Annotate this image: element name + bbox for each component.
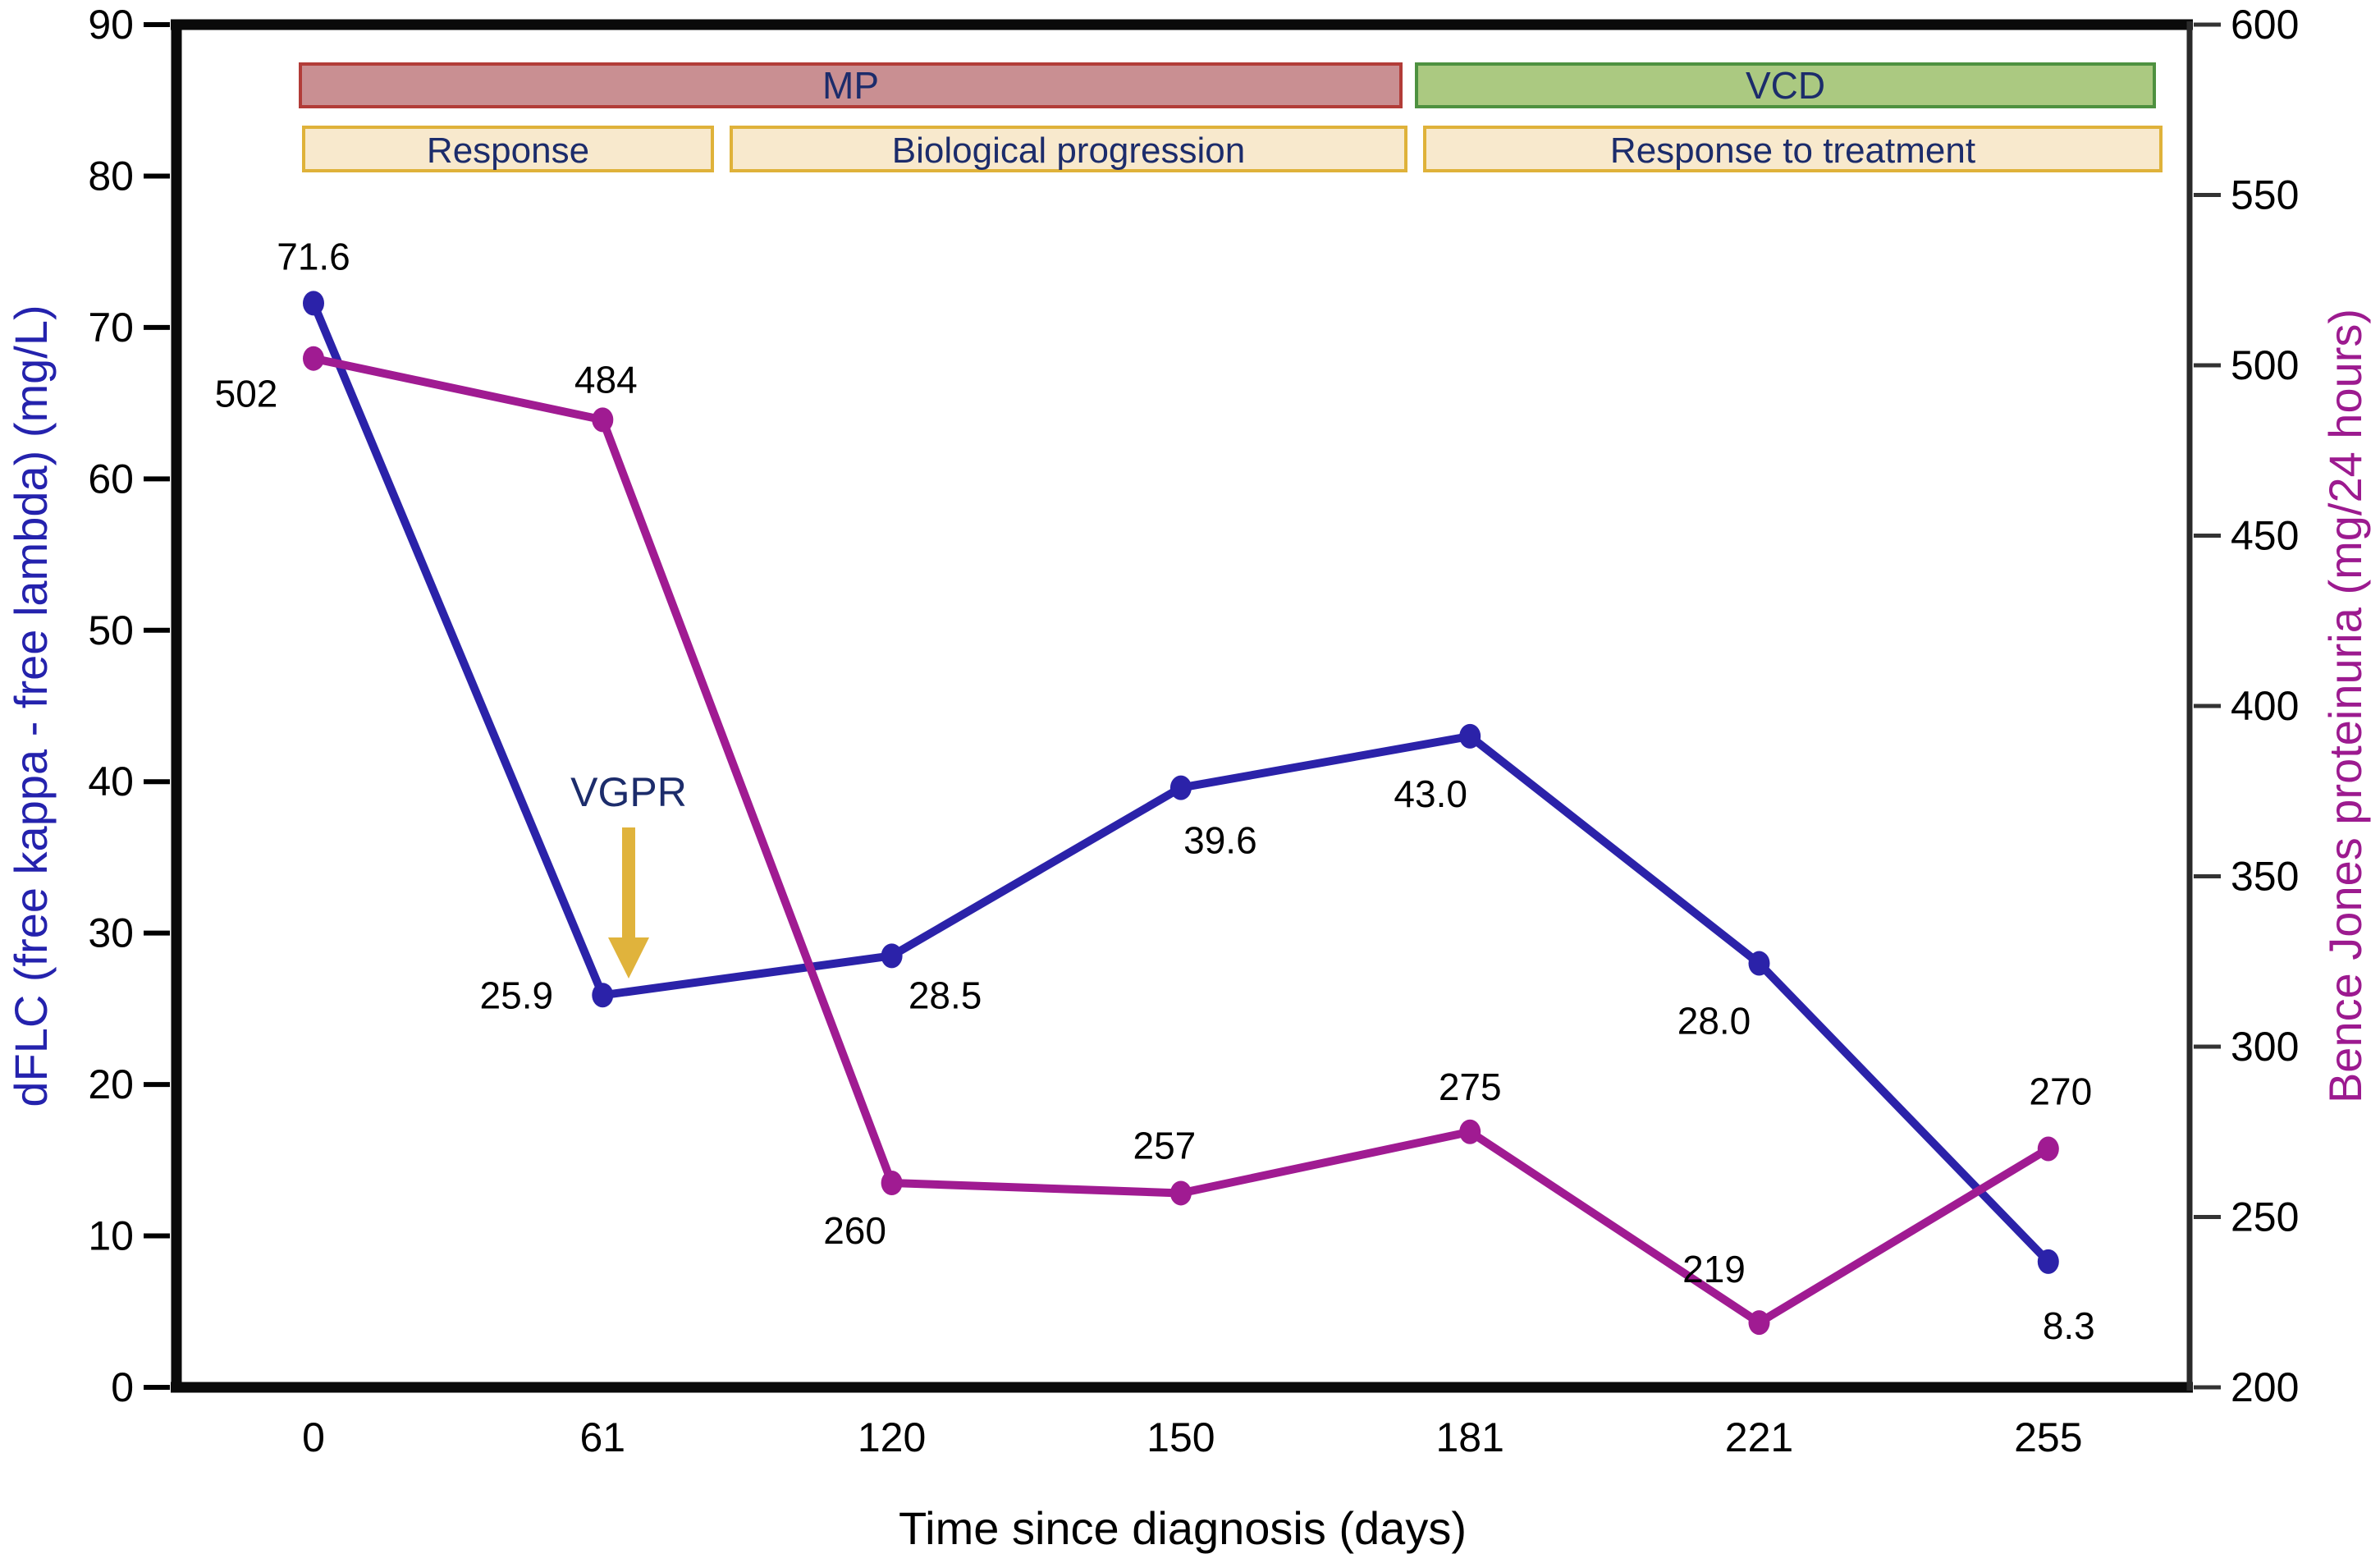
- data-point-label: 484: [574, 358, 638, 401]
- x-tick-label: 61: [579, 1414, 625, 1460]
- data-point: [592, 407, 614, 433]
- data-point: [1169, 1180, 1192, 1206]
- treatment-bar-label: VCD: [1746, 64, 1825, 107]
- x-tick-label: 255: [2014, 1414, 2082, 1460]
- data-point-label: 28.5: [909, 974, 982, 1016]
- data-point: [881, 1171, 903, 1195]
- left-tick-label: 90: [88, 2, 134, 48]
- right-tick-label: 250: [2231, 1194, 2299, 1240]
- data-point: [592, 983, 614, 1008]
- right-axis-title: Bence Jones proteinuria (mg/24 hours): [2319, 308, 2371, 1104]
- data-point: [303, 346, 324, 371]
- data-point-label: 39.6: [1183, 819, 1257, 862]
- treatment-bar-mp: [299, 62, 1403, 108]
- right-tick-label: 500: [2231, 342, 2299, 388]
- data-point-label: 270: [2029, 1070, 2092, 1113]
- right-tick-label: 550: [2231, 172, 2299, 218]
- data-point-label: 502: [215, 373, 278, 415]
- data-point: [1748, 951, 1770, 976]
- data-point-label: 275: [1439, 1066, 1502, 1108]
- series-line-bence-jones-proteinuria: [309, 354, 2053, 1327]
- x-tick-label: 120: [858, 1414, 926, 1460]
- data-point: [881, 943, 903, 969]
- right-tick-label: 300: [2231, 1024, 2299, 1070]
- data-point: [1459, 1119, 1481, 1144]
- data-point: [1459, 723, 1481, 749]
- phase-bar-label: Response to treatment: [1610, 131, 1975, 171]
- data-point-label: 219: [1682, 1248, 1746, 1290]
- left-tick-label: 50: [88, 607, 134, 653]
- left-tick-label: 60: [88, 456, 134, 502]
- data-point: [1748, 1310, 1770, 1336]
- data-point-label: 28.0: [1677, 1000, 1751, 1043]
- left-axis-title: dFLC (free kappa - free lambda) (mg/L): [5, 305, 57, 1107]
- data-point-label: 25.9: [480, 974, 554, 1016]
- data-point-label: 43.0: [1394, 772, 1467, 815]
- phase-bar-label: Response: [427, 131, 589, 171]
- vgpr-annotation-label: VGPR: [570, 769, 687, 815]
- phase-bar-label: Biological progression: [892, 131, 1245, 171]
- data-point-label: 71.6: [277, 235, 350, 277]
- left-tick-label: 70: [88, 305, 134, 351]
- treatment-bar-label: MP: [822, 64, 879, 107]
- right-tick-label: 450: [2231, 513, 2299, 559]
- phase-bar: [1423, 126, 2163, 172]
- x-tick-label: 181: [1435, 1414, 1504, 1460]
- x-axis-title: Time since diagnosis (days): [899, 1502, 1467, 1554]
- data-point: [2037, 1136, 2059, 1162]
- data-point-label: 8.3: [2043, 1304, 2095, 1347]
- right-tick-label: 350: [2231, 854, 2299, 900]
- x-tick-label: 221: [1725, 1414, 1793, 1460]
- left-tick-label: 10: [88, 1213, 134, 1259]
- data-point-label: 260: [823, 1209, 886, 1252]
- phase-bar: [730, 126, 1407, 172]
- left-tick-label: 0: [111, 1364, 134, 1410]
- right-tick-label: 200: [2231, 1364, 2299, 1410]
- treatment-bar-vcd: [1415, 62, 2156, 108]
- right-tick-label: 600: [2231, 2, 2299, 48]
- data-point: [1169, 775, 1192, 800]
- left-tick-label: 40: [88, 759, 134, 804]
- left-tick-label: 20: [88, 1061, 134, 1107]
- left-tick-label: 80: [88, 153, 134, 199]
- left-tick-label: 30: [88, 910, 134, 956]
- data-point: [303, 291, 324, 316]
- data-point: [2037, 1249, 2059, 1274]
- data-point-label: 257: [1133, 1124, 1197, 1167]
- phase-bar: [302, 126, 714, 172]
- x-tick-label: 0: [302, 1414, 325, 1460]
- right-tick-label: 400: [2231, 683, 2299, 729]
- vgpr-arrow-icon: [608, 827, 649, 979]
- x-tick-label: 150: [1147, 1414, 1215, 1460]
